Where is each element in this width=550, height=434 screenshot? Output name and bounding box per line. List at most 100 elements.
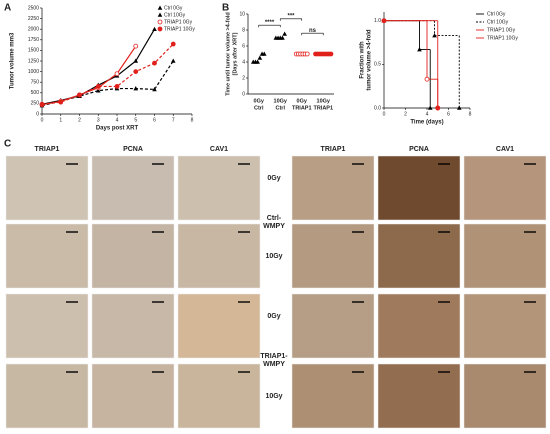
series-line (41, 60, 174, 107)
x-tick-label: 0Gy (297, 98, 308, 104)
micrograph (463, 223, 547, 289)
micrograph (177, 155, 261, 221)
micrograph (91, 155, 175, 221)
y-tick-label: 1.0 (374, 18, 381, 24)
row-label: 10Gy (265, 393, 282, 400)
marker (257, 55, 263, 60)
bracket (279, 18, 303, 21)
marker (456, 105, 462, 110)
micrograph (291, 363, 375, 429)
marker (157, 5, 163, 10)
x-tick-label: TRIAP1 (292, 105, 312, 111)
marker (58, 99, 64, 105)
marker (114, 71, 120, 77)
y-axis-label: tumor volume >4-fold (367, 29, 373, 91)
marker (304, 51, 310, 57)
y-tick-label: 750 (31, 80, 40, 86)
y-tick-label: 4 (242, 59, 245, 65)
micrograph (177, 223, 261, 289)
y-tick-label: 2000 (28, 27, 39, 33)
x-tick-label: 1 (59, 117, 62, 123)
group-label: WMPY (263, 223, 285, 230)
legend-label: TRIAP1 0Gy (487, 27, 516, 33)
y-tick-label: 250 (31, 101, 40, 107)
marker (95, 88, 101, 93)
panel-label: B (222, 3, 229, 14)
legend-label: Ctrl 0Gy (487, 11, 506, 17)
series-line (41, 28, 156, 105)
marker (435, 105, 441, 111)
y-tick-label: 1000 (28, 69, 39, 75)
y-tick-label: 0 (36, 111, 39, 117)
micrograph (377, 293, 461, 359)
x-tick-label: 6 (153, 117, 156, 123)
micrograph (377, 155, 461, 221)
y-tick-label: 2 (242, 75, 245, 81)
column-header: PCNA (409, 146, 429, 153)
group-label: WMPY (263, 361, 285, 368)
annotation: *** (287, 13, 295, 19)
panel-label: A (4, 3, 11, 14)
column-header: TRIAP1 (35, 146, 60, 153)
y-axis-label: [Days after XRT] (232, 32, 238, 75)
y-axis-label: Time until tumor volume >4-fold (225, 12, 231, 95)
y-tick-label: 10 (239, 11, 245, 17)
x-tick-label: Ctrl (254, 105, 264, 111)
y-axis-label: Tumor volume mm3 (10, 32, 16, 89)
marker (114, 84, 120, 89)
micrograph (5, 363, 89, 429)
marker (424, 76, 430, 82)
y-tick-label: 2250 (28, 16, 39, 22)
x-tick-label: 10Gy (317, 98, 331, 104)
marker (417, 47, 422, 52)
marker (133, 69, 139, 74)
x-tick-label: 3 (97, 117, 100, 123)
x-tick-label: 7 (172, 117, 175, 123)
x-tick-label: 10Gy (274, 98, 288, 104)
x-tick-label: TRIAP1 (313, 105, 333, 111)
micrograph (5, 223, 89, 289)
x-axis-label: Time (days) (410, 120, 443, 126)
marker (157, 19, 163, 25)
x-tick-label: 2 (78, 117, 81, 123)
y-tick-label: 0.5 (374, 62, 381, 68)
marker (133, 86, 139, 91)
x-tick-label: 0 (41, 117, 44, 123)
bracket (258, 24, 281, 28)
x-tick-label: 6 (447, 111, 450, 117)
y-tick-label: 1500 (28, 48, 39, 54)
marker (157, 12, 163, 17)
legend-label: Ctrl 0Gy (164, 5, 183, 11)
y-axis-label: Fraction with (360, 41, 366, 79)
marker (152, 86, 157, 92)
group-label: TRIAP1- (260, 353, 288, 360)
x-tick-label: 4 (426, 111, 429, 117)
micrograph (91, 363, 175, 429)
panel-label: C (4, 139, 11, 150)
marker (157, 26, 163, 32)
bracket (301, 32, 324, 36)
micrograph (291, 155, 375, 221)
micrograph (463, 363, 547, 429)
marker (282, 31, 287, 36)
x-tick-label: 5 (134, 117, 137, 123)
column-header: PCNA (123, 146, 143, 153)
y-tick-label: 500 (31, 90, 40, 96)
marker (77, 92, 82, 98)
x-tick-label: 4 (116, 117, 119, 123)
x-axis-label: Days post XRT (96, 126, 139, 132)
marker (95, 84, 101, 89)
micrograph (5, 293, 89, 359)
marker (152, 26, 157, 31)
row-label: 0Gy (267, 175, 280, 182)
marker (170, 41, 176, 47)
marker (133, 58, 139, 63)
x-tick-label: 0 (383, 111, 386, 117)
y-tick-label: 0 (242, 91, 245, 97)
marker (261, 51, 267, 56)
x-tick-label: Ctrl (276, 105, 286, 111)
marker (133, 43, 139, 49)
micrograph (177, 293, 261, 359)
y-tick-label: 1250 (28, 58, 39, 64)
group-label: Ctrl- (267, 215, 282, 222)
